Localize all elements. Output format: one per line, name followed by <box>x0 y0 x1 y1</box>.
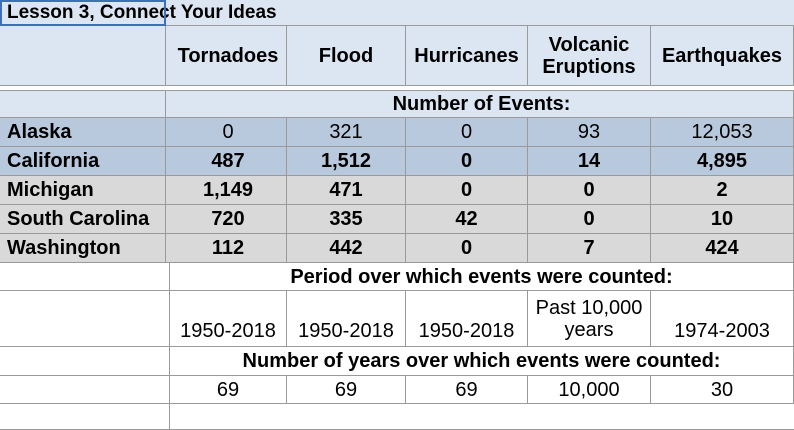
years-left-cell[interactable] <box>0 376 170 404</box>
selected-cell[interactable] <box>0 0 166 26</box>
period-flood[interactable]: 1950-2018 <box>287 291 406 347</box>
column-header-hurricanes[interactable]: Hurricanes <box>406 26 528 86</box>
cell-south-carolina-volcanic-eruptions[interactable]: 0 <box>528 205 651 234</box>
title-row: Lesson 3, Connect Your Ideas <box>0 0 794 26</box>
spacer-row <box>0 86 794 91</box>
cell-south-carolina-flood[interactable]: 335 <box>287 205 406 234</box>
period-left-cell[interactable] <box>0 291 170 347</box>
cell-washington-tornadoes[interactable]: 112 <box>170 234 287 263</box>
events-heading-left-cell[interactable] <box>0 91 166 118</box>
years-tornadoes[interactable]: 69 <box>170 376 287 404</box>
row-label-washington[interactable]: Washington <box>0 234 166 263</box>
events-heading[interactable]: Number of Events: <box>170 91 794 118</box>
cell-alaska-volcanic-eruptions[interactable]: 93 <box>528 118 651 147</box>
period-heading[interactable]: Period over which events were counted: <box>170 263 794 291</box>
row-label-alaska[interactable]: Alaska <box>0 118 166 147</box>
period-volcanic-eruptions[interactable]: Past 10,000 years <box>528 291 651 347</box>
cell-alaska-flood[interactable]: 321 <box>287 118 406 147</box>
column-gap <box>166 91 170 118</box>
row-label-south-carolina[interactable]: South Carolina <box>0 205 166 234</box>
column-gap <box>166 147 170 176</box>
cell-michigan-earthquakes[interactable]: 2 <box>651 176 794 205</box>
period-earthquakes[interactable]: 1974-2003 <box>651 291 794 347</box>
cell-washington-volcanic-eruptions[interactable]: 7 <box>528 234 651 263</box>
period-heading-left-cell[interactable] <box>0 263 170 291</box>
cell-south-carolina-hurricanes[interactable]: 42 <box>406 205 528 234</box>
cell-michigan-hurricanes[interactable]: 0 <box>406 176 528 205</box>
column-header-volcanic-line1: Volcanic <box>548 33 630 56</box>
column-header-earthquakes[interactable]: Earthquakes <box>651 26 794 86</box>
cell-alaska-hurricanes[interactable]: 0 <box>406 118 528 147</box>
years-heading-left-cell[interactable] <box>0 347 170 376</box>
cell-california-volcanic-eruptions[interactable]: 14 <box>528 147 651 176</box>
header-corner-cell[interactable] <box>0 26 166 86</box>
years-volcanic-eruptions[interactable]: 10,000 <box>528 376 651 404</box>
empty-row[interactable] <box>170 404 794 430</box>
column-header-flood[interactable]: Flood <box>287 26 406 86</box>
years-hurricanes[interactable]: 69 <box>406 376 528 404</box>
column-gap <box>166 205 170 234</box>
period-tornadoes[interactable]: 1950-2018 <box>170 291 287 347</box>
column-gap <box>166 234 170 263</box>
period-hurricanes[interactable]: 1950-2018 <box>406 291 528 347</box>
row-label-michigan[interactable]: Michigan <box>0 176 166 205</box>
cell-south-carolina-tornadoes[interactable]: 720 <box>170 205 287 234</box>
cell-michigan-tornadoes[interactable]: 1,149 <box>170 176 287 205</box>
cell-alaska-earthquakes[interactable]: 12,053 <box>651 118 794 147</box>
row-label-california[interactable]: California <box>0 147 166 176</box>
cell-california-flood[interactable]: 1,512 <box>287 147 406 176</box>
cell-alaska-tornadoes[interactable]: 0 <box>170 118 287 147</box>
period-volcanic-line1: Past 10,000 <box>535 296 643 319</box>
empty-cell[interactable] <box>0 404 170 430</box>
cell-michigan-flood[interactable]: 471 <box>287 176 406 205</box>
cell-south-carolina-earthquakes[interactable]: 10 <box>651 205 794 234</box>
sheet-title: Lesson 3, Connect Your Ideas <box>7 2 277 23</box>
cell-california-earthquakes[interactable]: 4,895 <box>651 147 794 176</box>
column-header-volcanic-line2: Eruptions <box>542 55 636 78</box>
column-gap <box>166 176 170 205</box>
cell-california-tornadoes[interactable]: 487 <box>170 147 287 176</box>
years-heading[interactable]: Number of years over which events were c… <box>170 347 794 376</box>
column-gap <box>166 118 170 147</box>
years-flood[interactable]: 69 <box>287 376 406 404</box>
cell-washington-flood[interactable]: 442 <box>287 234 406 263</box>
cell-michigan-volcanic-eruptions[interactable]: 0 <box>528 176 651 205</box>
period-volcanic-line2: years <box>564 318 614 341</box>
years-earthquakes[interactable]: 30 <box>651 376 794 404</box>
cell-washington-hurricanes[interactable]: 0 <box>406 234 528 263</box>
column-header-volcanic-eruptions[interactable]: Volcanic Eruptions <box>528 26 651 86</box>
cell-washington-earthquakes[interactable]: 424 <box>651 234 794 263</box>
cell-california-hurricanes[interactable]: 0 <box>406 147 528 176</box>
column-header-tornadoes[interactable]: Tornadoes <box>170 26 287 86</box>
column-gap <box>166 26 170 86</box>
